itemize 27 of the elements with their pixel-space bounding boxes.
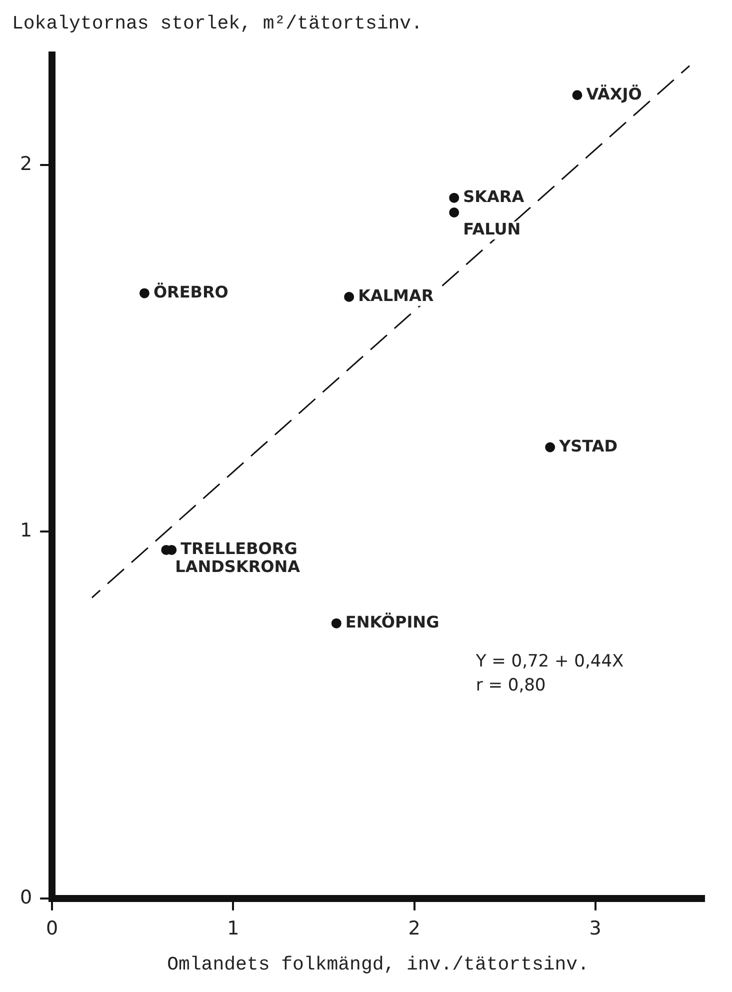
x-tick-label: 2 [408, 918, 420, 940]
annotation: FALUN [463, 220, 521, 239]
point [545, 442, 556, 452]
point [449, 208, 460, 218]
x-tick-label: 1 [227, 918, 240, 940]
point [449, 192, 460, 203]
y-tick-label: 1 [20, 520, 32, 542]
annotation: YSTAD [558, 436, 618, 456]
annotation: ÖREBRO [153, 282, 228, 302]
annotation: LANDSKRONA [175, 557, 301, 576]
annotation: SKARA [463, 187, 525, 206]
y-axis-title: Lokalytornas storlek, m²/tätortsinv. [12, 12, 422, 34]
annotation: ENKÖPING [345, 612, 440, 632]
x-tick-label: 0 [46, 918, 58, 940]
annotation: r = 0,80 [476, 676, 546, 696]
point [572, 90, 582, 100]
annotation: TRELLEBORG [180, 539, 298, 558]
annotation: KALMAR [358, 286, 434, 306]
x-axis-title: Omlandets folkmängd, inv./tätortsinv. [167, 954, 589, 976]
point [139, 288, 150, 298]
annotation: VÄXJÖ [586, 84, 642, 104]
point [331, 618, 342, 628]
annotation: Y = 0,72 + 0,44X [474, 652, 624, 672]
point [344, 292, 354, 302]
y-tick-label: 2 [20, 152, 32, 175]
y-tick-label: 0 [20, 886, 32, 908]
x-tick-label: 3 [589, 918, 602, 940]
